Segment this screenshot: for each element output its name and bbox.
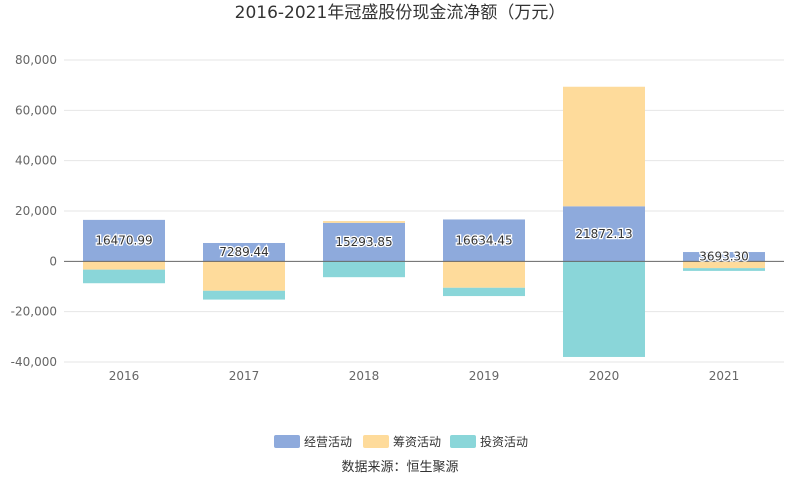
bar-financing-2016 — [83, 261, 165, 270]
legend-swatch — [450, 435, 476, 448]
bar-financing-2017 — [203, 261, 285, 291]
y-tick-label: 60,000 — [15, 103, 57, 117]
legend-swatch — [363, 435, 389, 448]
data-label: 15293.85 — [335, 235, 392, 249]
source-note: 数据来源：恒生聚源 — [341, 460, 458, 475]
bar-investing-2019 — [443, 287, 525, 297]
bar-financing-2020 — [563, 86, 645, 207]
bar-operating-2016 — [83, 219, 165, 262]
data-labels: 16470.99 7289.44 15293.85 16634.45 21872.13 3… — [94, 226, 750, 265]
legend-swatch — [274, 435, 300, 448]
bar-financing-2019 — [443, 261, 525, 288]
legend-label: 经营活动 — [304, 435, 352, 449]
data-label: 21872.13 — [575, 227, 632, 241]
bar-operating-2017 — [203, 242, 285, 262]
x-tick-label: 2017 — [229, 369, 260, 383]
bar-financing-2018 — [323, 221, 405, 223]
bar-investing-2020 — [563, 261, 645, 357]
x-tick-label: 2019 — [469, 369, 500, 383]
x-axis: 2016 2017 2018 2019 2020 2021 — [109, 369, 740, 383]
data-label: 7289.44 — [219, 245, 269, 259]
y-tick-label: 0 — [49, 254, 57, 268]
legend: 经营活动 筹资活动 投资活动 — [274, 434, 528, 449]
bar-operating-2018 — [323, 222, 405, 262]
bar-investing-2016 — [83, 269, 165, 284]
data-label: 16634.45 — [455, 233, 512, 247]
legend-label: 筹资活动 — [393, 435, 441, 449]
bars — [83, 86, 765, 357]
bar-investing-2017 — [203, 290, 285, 300]
x-tick-label: 2020 — [589, 369, 620, 383]
bar-investing-2021 — [683, 268, 765, 271]
data-label: 3693.30 — [699, 250, 749, 264]
bar-operating-2019 — [443, 219, 525, 262]
bar-financing-2021 — [683, 261, 765, 269]
gridlines — [64, 59, 784, 363]
y-tick-label: -20,000 — [11, 305, 57, 319]
x-tick-label: 2016 — [109, 369, 140, 383]
y-tick-label: -40,000 — [11, 355, 57, 369]
y-axis: 80,000 60,000 40,000 20,000 0 -20,000 -40,000 — [11, 53, 57, 369]
x-tick-label: 2021 — [709, 369, 740, 383]
y-tick-label: 20,000 — [15, 204, 57, 218]
y-tick-label: 40,000 — [15, 154, 57, 168]
bar-operating-2020 — [563, 206, 645, 262]
x-tick-label: 2018 — [349, 369, 380, 383]
chart-title: 2016-2021年冠盛股份现金流净额（万元） — [235, 3, 566, 23]
y-tick-label: 80,000 — [15, 53, 57, 67]
bar-operating-2021 — [683, 252, 765, 262]
legend-label: 投资活动 — [480, 434, 528, 449]
bar-investing-2018 — [323, 261, 405, 278]
data-label: 16470.99 — [95, 234, 152, 248]
